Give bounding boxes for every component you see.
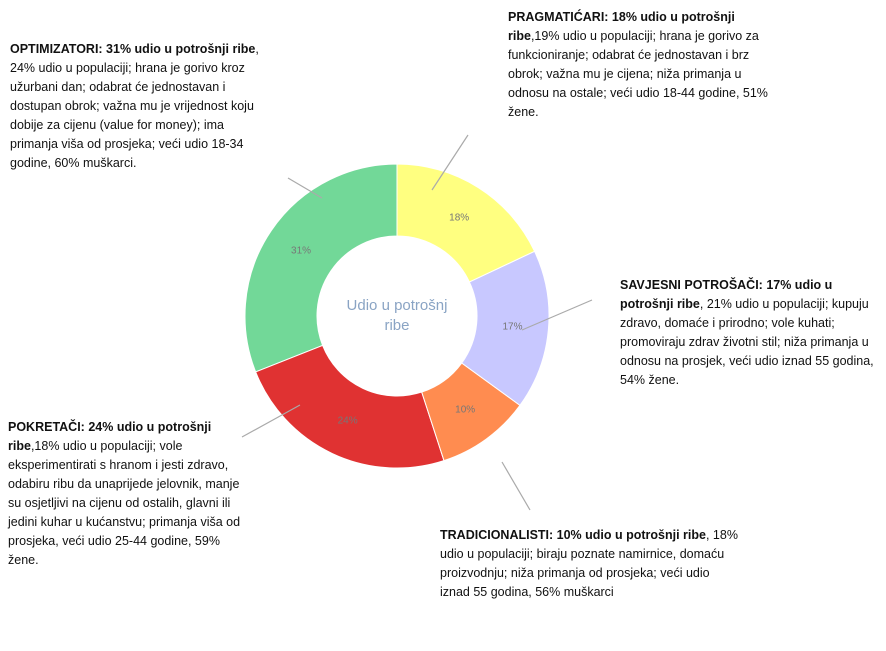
donut-segment: [421, 362, 521, 462]
leader-line: [241, 404, 301, 438]
segment-label: 17%: [502, 322, 522, 333]
annotation-title: SAVJESNI POTROŠAČI: 17% udio u potrošnji…: [620, 278, 833, 311]
annotation: PRAGMATIĆARI: 18% udio u potrošnji ribe,…: [508, 8, 780, 122]
annotation-text: ,18% udio u populaciji; vole eksperiment…: [8, 439, 241, 567]
leader-line: [501, 461, 531, 511]
annotation-title: TRADICIONALISTI: 10% udio u potrošnji ri…: [440, 528, 706, 542]
annotation: SAVJESNI POTROŠAČI: 17% udio u potrošnji…: [620, 276, 882, 390]
donut-segment: [396, 163, 536, 283]
annotation-title: PRAGMATIĆARI: 18% udio u potrošnji ribe: [508, 10, 735, 43]
center-label: Udio u potrošnj: [347, 297, 448, 314]
annotation-text: , 21% udio u populaciji; kupuju zdravo, …: [620, 297, 874, 387]
segment-label: 31%: [291, 245, 311, 256]
donut-segment: [461, 250, 550, 407]
leader-line: [287, 177, 323, 199]
leader-line: [521, 299, 593, 331]
annotation-title: OPTIMIZATORI: 31% udio u potrošnji ribe: [10, 42, 256, 56]
annotation-text: , 24% udio u populaciji; hrana je gorivo…: [10, 42, 259, 170]
annotation-text: , 18% udio u populaciji; biraju poznate …: [440, 528, 738, 599]
leader-line: [431, 134, 469, 191]
annotation: POKRETAČI: 24% udio u potrošnji ribe,18%…: [8, 418, 248, 570]
annotation: OPTIMIZATORI: 31% udio u potrošnji ribe,…: [10, 40, 266, 173]
annotation: TRADICIONALISTI: 10% udio u potrošnji ri…: [440, 526, 740, 602]
donut-segment: [244, 163, 398, 373]
annotation-title: POKRETAČI: 24% udio u potrošnji ribe: [8, 420, 212, 453]
leader-lines: [241, 134, 593, 511]
annotation-text: ,19% udio u populaciji; hrana je gorivo …: [508, 29, 768, 119]
segment-label: 18%: [449, 213, 469, 224]
segment-label: 24%: [338, 416, 358, 427]
segment-label: 10%: [455, 404, 475, 415]
donut-segment: [255, 344, 445, 469]
center-label: ribe: [384, 317, 409, 334]
